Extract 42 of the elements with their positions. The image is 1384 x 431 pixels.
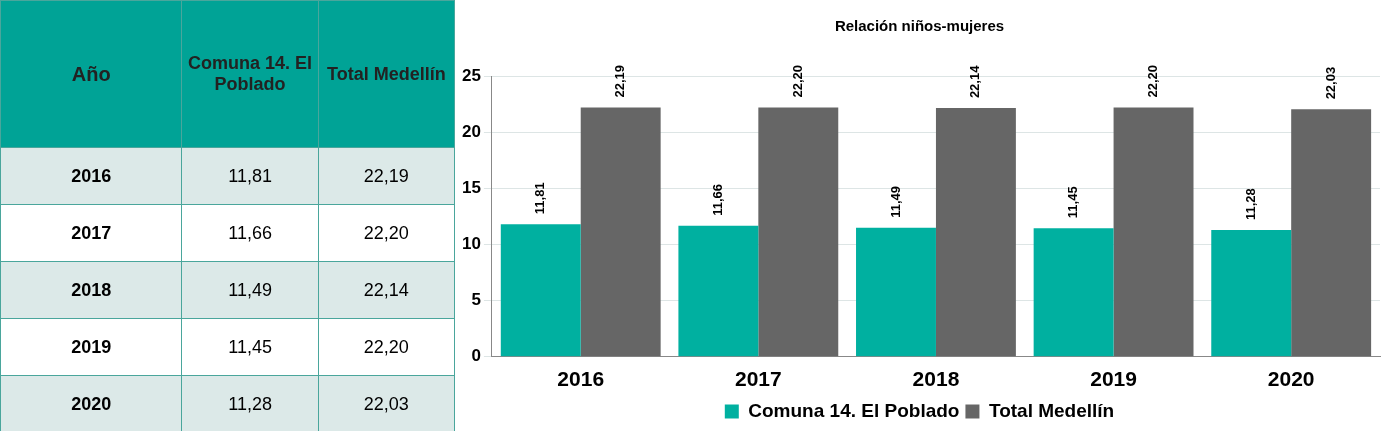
y-tick-label: 10 (461, 234, 481, 254)
text: 11,45 (228, 336, 272, 357)
text: Comuna 14. El Poblado (188, 53, 313, 94)
text: 11,49 (228, 279, 272, 300)
legend-label: Total Medellín (988, 399, 1115, 421)
data-label: 11,28 (1242, 188, 1258, 221)
y-tick-label: 15 (461, 178, 481, 198)
text: 22,03 (363, 393, 409, 414)
text: 11,66 (228, 222, 272, 243)
table-header: Año (0, 0, 182, 148)
data-label: 11,45 (1065, 186, 1081, 219)
data-label: 22,03 (1322, 66, 1338, 100)
chart-title: Relación niños-mujeres (834, 17, 1005, 35)
data-label: 22,14 (967, 64, 983, 99)
x-tick-label: 2016 (557, 367, 605, 391)
data-label: 22,20 (1145, 64, 1161, 98)
y-tick-label: 0 (471, 346, 481, 366)
text: 22,19 (363, 165, 409, 186)
category-label: 2018 (71, 279, 112, 300)
data-label: 11,49 (887, 185, 903, 218)
data-label: 22,20 (789, 64, 805, 98)
legend-label: Comuna 14. El Poblado (748, 399, 960, 421)
x-tick-label: 2020 (1267, 367, 1315, 391)
category-label: 2019 (71, 336, 112, 357)
data-label: 22,19 (612, 65, 628, 98)
data-label: 11,81 (532, 182, 548, 215)
text: 11,81 (228, 165, 272, 186)
text: Total Medellín (327, 63, 446, 84)
category-label: 2016 (71, 165, 112, 186)
category-label: 2020 (71, 393, 112, 414)
y-tick-label: 5 (471, 290, 481, 310)
y-tick-label: 25 (461, 65, 481, 85)
data-label: 11,66 (709, 184, 725, 216)
x-tick-label: 2019 (1090, 367, 1137, 391)
y-tick-label: 20 (461, 121, 481, 141)
x-tick-label: 2017 (734, 367, 782, 391)
text: 22,20 (363, 336, 409, 357)
category-label: 2017 (71, 222, 112, 243)
x-tick-label: 2018 (912, 367, 960, 391)
text: 11,28 (228, 393, 272, 414)
text: 22,14 (363, 279, 409, 300)
text: 22,20 (363, 222, 409, 243)
